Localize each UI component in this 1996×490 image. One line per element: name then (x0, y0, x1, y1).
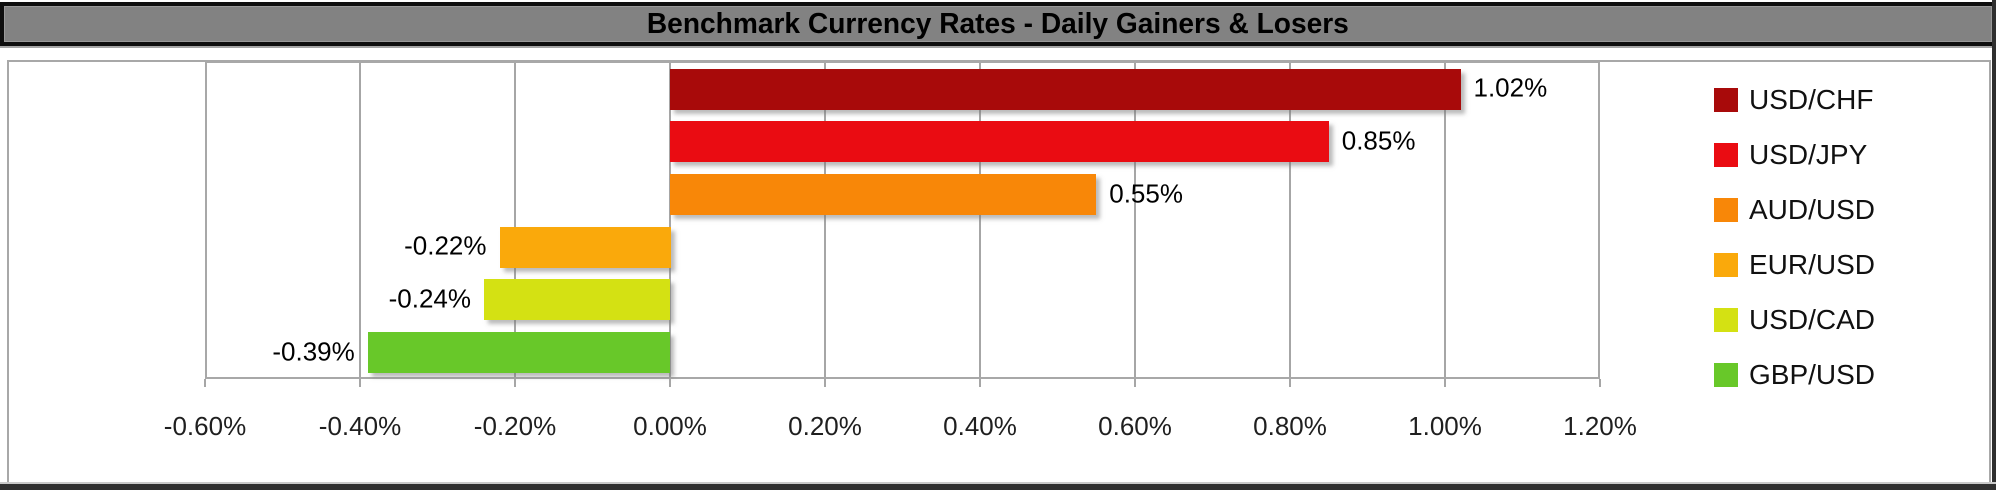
bar-value-label: 0.85% (1341, 125, 1416, 156)
bar-gbp-usd (367, 332, 670, 373)
bar-value-label: -0.24% (388, 283, 471, 314)
gridline (824, 63, 826, 377)
legend-label: USD/JPY (1749, 138, 1868, 170)
x-axis-tick (1599, 379, 1601, 387)
legend-swatch (1714, 252, 1738, 277)
x-axis-label: -0.20% (473, 411, 557, 441)
x-axis-tick (824, 379, 826, 387)
x-axis-label: 1.00% (1408, 411, 1482, 441)
gridline (1134, 63, 1136, 377)
bar-usd-jpy (670, 121, 1329, 162)
bar-value-label: 0.55% (1109, 178, 1183, 209)
x-axis-label: 0.00% (633, 411, 707, 441)
x-axis-tick (359, 379, 361, 387)
legend-label: GBP/USD (1749, 358, 1876, 390)
legend-swatch (1714, 87, 1738, 112)
legend-label: EUR/USD (1749, 248, 1876, 280)
legend-item-usd-jpy: USD/JPY (1714, 127, 1988, 182)
gridline (979, 63, 981, 377)
legend: USD/CHF USD/JPY AUD/USD EUR/USD USD/CAD GBP/U… (1714, 72, 1988, 402)
x-axis-tick (514, 379, 516, 387)
gridline (1444, 63, 1446, 377)
bar-value-label: -0.22% (404, 230, 487, 261)
bar-value-label: 1.02% (1473, 72, 1548, 103)
x-axis-tick (669, 379, 671, 387)
x-axis-label: 0.40% (943, 411, 1017, 441)
legend-label: USD/CHF (1749, 83, 1874, 115)
legend-swatch (1714, 307, 1738, 332)
legend-label: AUD/USD (1749, 193, 1876, 225)
x-axis-label: 1.20% (1563, 411, 1637, 441)
legend-item-aud-usd: AUD/USD (1714, 182, 1988, 237)
legend-label: USD/CAD (1749, 303, 1876, 335)
bar-value-label: -0.39% (272, 336, 355, 367)
x-axis-label: -0.40% (318, 411, 402, 441)
x-axis-tick (1444, 379, 1446, 387)
legend-item-gbp-usd: GBP/USD (1714, 347, 1988, 402)
legend-swatch (1714, 142, 1738, 167)
x-axis-tick (204, 379, 206, 387)
gridline (1289, 63, 1291, 377)
x-axis-label: 0.80% (1253, 411, 1327, 441)
legend-swatch (1714, 197, 1738, 222)
bar-eur-usd (499, 227, 671, 268)
bar-usd-chf (670, 69, 1461, 110)
legend-item-usd-chf: USD/CHF (1714, 72, 1988, 127)
legend-swatch (1714, 362, 1738, 387)
bar-usd-cad (484, 279, 670, 320)
x-axis-tick (979, 379, 981, 387)
plot-area: 1.02% 0.85% 0.55% -0.22% -0.24% -0.39% (205, 61, 1600, 379)
chart-title: Benchmark Currency Rates - Daily Gainers… (647, 7, 1349, 40)
bar-aud-usd (670, 174, 1096, 215)
gridline (514, 63, 516, 377)
x-axis-tick (1134, 379, 1136, 387)
gridline (669, 63, 671, 377)
right-border (1992, 0, 1996, 490)
x-axis-label: 0.60% (1098, 411, 1172, 441)
x-axis-label: 0.20% (788, 411, 862, 441)
x-axis-tick (1289, 379, 1291, 387)
legend-item-eur-usd: EUR/USD (1714, 237, 1988, 292)
x-axis-label: -0.60% (163, 411, 247, 441)
chart-title-bar: Benchmark Currency Rates - Daily Gainers… (0, 2, 1996, 46)
legend-item-usd-cad: USD/CAD (1714, 292, 1988, 347)
gridline (359, 63, 361, 377)
bottom-border (0, 482, 1996, 490)
